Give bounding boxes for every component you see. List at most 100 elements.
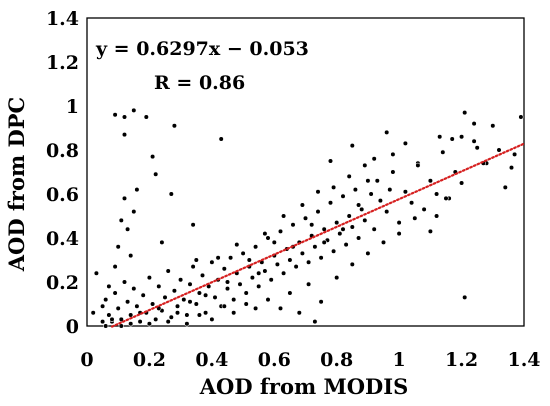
- scatter-point: [231, 310, 237, 316]
- scatter-point: [184, 321, 190, 327]
- scatter-point: [106, 283, 112, 290]
- scatter-point: [287, 290, 293, 296]
- scatter-point: [334, 220, 340, 226]
- scatter-point: [237, 281, 243, 287]
- scatter-point: [215, 255, 221, 261]
- scatter-point: [99, 319, 106, 325]
- scatter-point: [253, 244, 259, 250]
- y-tick-label: 0.6: [46, 184, 79, 206]
- scatter-point: [224, 286, 231, 292]
- axes: [86, 17, 525, 327]
- scatter-point: [402, 189, 409, 195]
- scatter-point: [184, 312, 190, 318]
- scatter-point: [262, 268, 268, 274]
- scatter-point: [265, 297, 271, 303]
- scatter-point: [156, 283, 162, 290]
- scatter-point: [496, 147, 502, 153]
- scatter-point: [315, 189, 321, 195]
- scatter-point: [256, 283, 262, 290]
- x-tick-label: 0.6: [258, 349, 291, 371]
- scatter-point: [124, 299, 131, 305]
- scatter-point: [121, 114, 128, 120]
- y-tick-label: 1.2: [46, 52, 79, 74]
- scatter-point: [434, 213, 440, 219]
- scatter-point: [337, 231, 343, 237]
- scatter-point: [474, 145, 480, 151]
- scatter-point: [462, 109, 468, 116]
- scatter-point: [365, 250, 371, 256]
- scatter-point: [124, 226, 131, 232]
- scatter-point: [150, 154, 156, 160]
- plot-frame: [86, 17, 525, 327]
- scatter-point: [134, 303, 140, 309]
- scatter-point: [162, 294, 168, 301]
- scatter-point: [115, 305, 121, 312]
- scatter-point: [340, 226, 346, 232]
- scatter-point: [277, 305, 284, 312]
- scatter-point: [306, 259, 312, 265]
- scatter-point: [231, 297, 237, 303]
- scatter-point: [118, 316, 124, 323]
- scatter-point: [315, 209, 321, 215]
- scatter-point: [518, 114, 524, 120]
- scatter-point: [112, 112, 118, 118]
- scatter-point: [390, 151, 396, 157]
- scatter-point: [234, 242, 240, 248]
- scatter-point: [143, 114, 149, 120]
- scatter-point: [262, 231, 268, 237]
- y-tick-label: 0.2: [46, 272, 79, 294]
- scatter-point: [137, 319, 143, 325]
- scatter-point: [390, 169, 396, 175]
- x-tick-labels: 0 0.2 0.4 0.6 0.8 1 1.2 1.4: [80, 349, 540, 371]
- scatter-point: [299, 202, 306, 208]
- scatter-point: [112, 264, 118, 270]
- scatter-point: [253, 305, 259, 312]
- scatter-point: [131, 209, 137, 215]
- scatter-point: [165, 319, 171, 325]
- scatter-point: [299, 250, 306, 256]
- scatter-point: [181, 297, 187, 303]
- x-tick-label: 0: [80, 349, 93, 371]
- scatter-point: [99, 303, 106, 309]
- scatter-point: [131, 107, 137, 113]
- scatter-point: [362, 217, 368, 223]
- scatter-point: [356, 235, 362, 241]
- scatter-point: [511, 151, 518, 157]
- x-tick-label: 1.2: [445, 349, 478, 371]
- scatter-point: [243, 301, 249, 307]
- scatter-point: [306, 281, 312, 287]
- scatter-point: [449, 136, 455, 142]
- scatter-point: [421, 206, 427, 212]
- scatter-point: [362, 162, 368, 168]
- scatter-point: [331, 184, 337, 190]
- scatter-point: [153, 171, 159, 177]
- scatter-point: [128, 321, 134, 327]
- x-tick-label: 1: [393, 349, 406, 371]
- scatter-point: [365, 178, 371, 184]
- scatter-point: [281, 213, 287, 219]
- scatter-point: [246, 257, 252, 263]
- scatter-point: [196, 312, 202, 318]
- y-tick-label: 0: [66, 316, 79, 338]
- scatter-point: [349, 261, 355, 268]
- scatter-point: [490, 123, 496, 129]
- scatter-point: [93, 270, 99, 276]
- scatter-point: [327, 200, 334, 206]
- scatter-point: [459, 180, 465, 186]
- scatter-point: [318, 299, 324, 305]
- scatter-point: [106, 312, 112, 318]
- y-tick-label: 0.8: [46, 140, 79, 162]
- y-tick-label: 1: [66, 96, 79, 118]
- scatter-point: [384, 129, 390, 135]
- scatter-point: [352, 187, 359, 193]
- scatter-point: [209, 259, 215, 265]
- scatter-point: [221, 266, 227, 272]
- scatter-point: [334, 275, 340, 281]
- scatter-point: [384, 209, 390, 215]
- scatter-point: [193, 301, 199, 307]
- scatter-point: [462, 294, 468, 301]
- y-tick-labels: 0 0.2 0.4 0.6 0.8 1 1.2 1.4: [46, 8, 79, 338]
- scatter-point: [274, 261, 281, 268]
- scatter-point: [380, 239, 387, 245]
